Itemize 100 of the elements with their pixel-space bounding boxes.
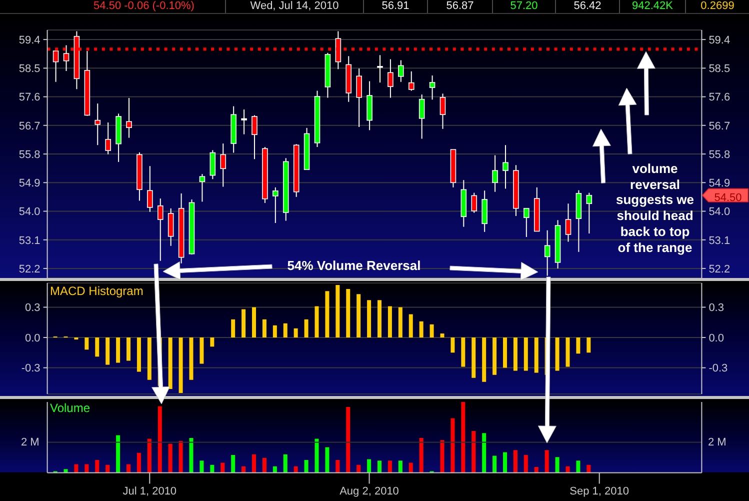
- bar: [74, 337, 78, 340]
- y2-tick-label: 55.8: [708, 148, 730, 161]
- candlestick: [272, 186, 278, 224]
- bar: [367, 459, 372, 473]
- bar: [136, 452, 141, 473]
- bar: [272, 325, 277, 338]
- bar: [126, 337, 131, 361]
- text: 56.42: [574, 0, 602, 13]
- y2-tick-label: 0.0: [708, 332, 724, 344]
- bar: [116, 435, 120, 473]
- candlestick: [252, 114, 258, 160]
- bar: [378, 460, 382, 473]
- bar: [336, 285, 340, 338]
- text: 54.50: [714, 192, 742, 204]
- bar: [502, 337, 507, 368]
- candlestick: [377, 54, 383, 83]
- candlestick: [199, 174, 206, 202]
- y-tick-label: 58.5: [18, 63, 40, 76]
- bar: [294, 328, 298, 338]
- text: MACD Histogram: [50, 284, 144, 298]
- bar: [576, 460, 580, 473]
- x-tick-label: Aug 2, 2010: [340, 486, 399, 498]
- ref-line-label: 2 M: [708, 436, 726, 448]
- bar: [95, 460, 100, 473]
- bar: [158, 406, 162, 473]
- bar: [440, 440, 444, 473]
- y-tick-label: 52.2: [18, 263, 40, 276]
- y-tick-label: 56.7: [18, 120, 40, 132]
- candlestick: [408, 70, 414, 92]
- bar: [408, 314, 413, 338]
- bar: [356, 464, 361, 473]
- bar: [220, 462, 225, 473]
- candlestick: [502, 144, 508, 190]
- text: 56.91: [382, 0, 410, 13]
- text: 942.42K: [632, 0, 673, 13]
- bar: [314, 438, 319, 473]
- y2-tick-label: 54.9: [708, 178, 730, 190]
- candlestick: [524, 208, 530, 238]
- y-tick-label: 0.3: [25, 302, 40, 314]
- text: 56.87: [446, 0, 474, 13]
- bar: [84, 337, 89, 350]
- bar: [106, 337, 110, 365]
- bar: [252, 307, 256, 338]
- candlestick: [126, 98, 132, 138]
- bar: [388, 306, 392, 338]
- bar: [262, 319, 266, 338]
- bar: [262, 458, 266, 473]
- y2-tick-label: 58.5: [708, 63, 730, 76]
- bar: [419, 438, 424, 473]
- annotation: 54% Volume Reversal: [287, 258, 421, 273]
- bar: [502, 452, 507, 473]
- candlestick: [388, 58, 394, 98]
- candlestick: [586, 192, 592, 234]
- candlestick: [565, 203, 572, 242]
- y2-tick-label: 0.3: [708, 302, 724, 314]
- bar: [168, 444, 172, 473]
- bar: [513, 450, 518, 473]
- bar: [461, 402, 466, 473]
- bar: [524, 337, 528, 371]
- x-tick-label: Sep 1, 2010: [570, 486, 630, 498]
- bar: [304, 319, 308, 338]
- bar: [398, 460, 402, 473]
- y2-tick-label: 54.0: [708, 206, 730, 218]
- bar: [492, 456, 497, 473]
- bar: [388, 460, 392, 473]
- candlestick: [157, 198, 164, 262]
- bar: [586, 464, 591, 473]
- bar: [325, 447, 330, 473]
- text: Wed, Jul 14, 2010: [250, 0, 339, 13]
- candlestick: [94, 102, 101, 146]
- bar: [74, 464, 78, 473]
- bar: [450, 337, 455, 353]
- bar: [304, 460, 308, 473]
- candlestick: [440, 93, 446, 130]
- bar: [576, 337, 580, 354]
- y2-tick-label: -0.3: [708, 362, 728, 375]
- bar: [430, 324, 434, 338]
- bar: [482, 337, 486, 382]
- bar: [356, 294, 361, 338]
- bar: [168, 337, 172, 389]
- chart-title: Volume: [50, 401, 90, 416]
- bar: [555, 457, 560, 473]
- bar: [231, 455, 236, 473]
- candlestick: [429, 74, 436, 100]
- bar: [398, 307, 402, 338]
- bar: [450, 418, 455, 473]
- candlestick: [471, 192, 478, 214]
- bar: [252, 454, 256, 473]
- y-tick-label: 0.0: [25, 332, 40, 344]
- bar: [242, 309, 246, 338]
- candlestick: [210, 150, 216, 180]
- y-tick-label: 54.0: [18, 206, 40, 218]
- candlestick: [398, 60, 404, 82]
- y2-tick-label: 53.1: [708, 234, 730, 247]
- bar: [210, 464, 214, 473]
- y-tick-label: 54.9: [18, 178, 40, 190]
- y-tick-label: 57.6: [18, 92, 40, 104]
- bar: [472, 430, 476, 473]
- text: 57.20: [510, 0, 538, 13]
- bar: [367, 300, 372, 338]
